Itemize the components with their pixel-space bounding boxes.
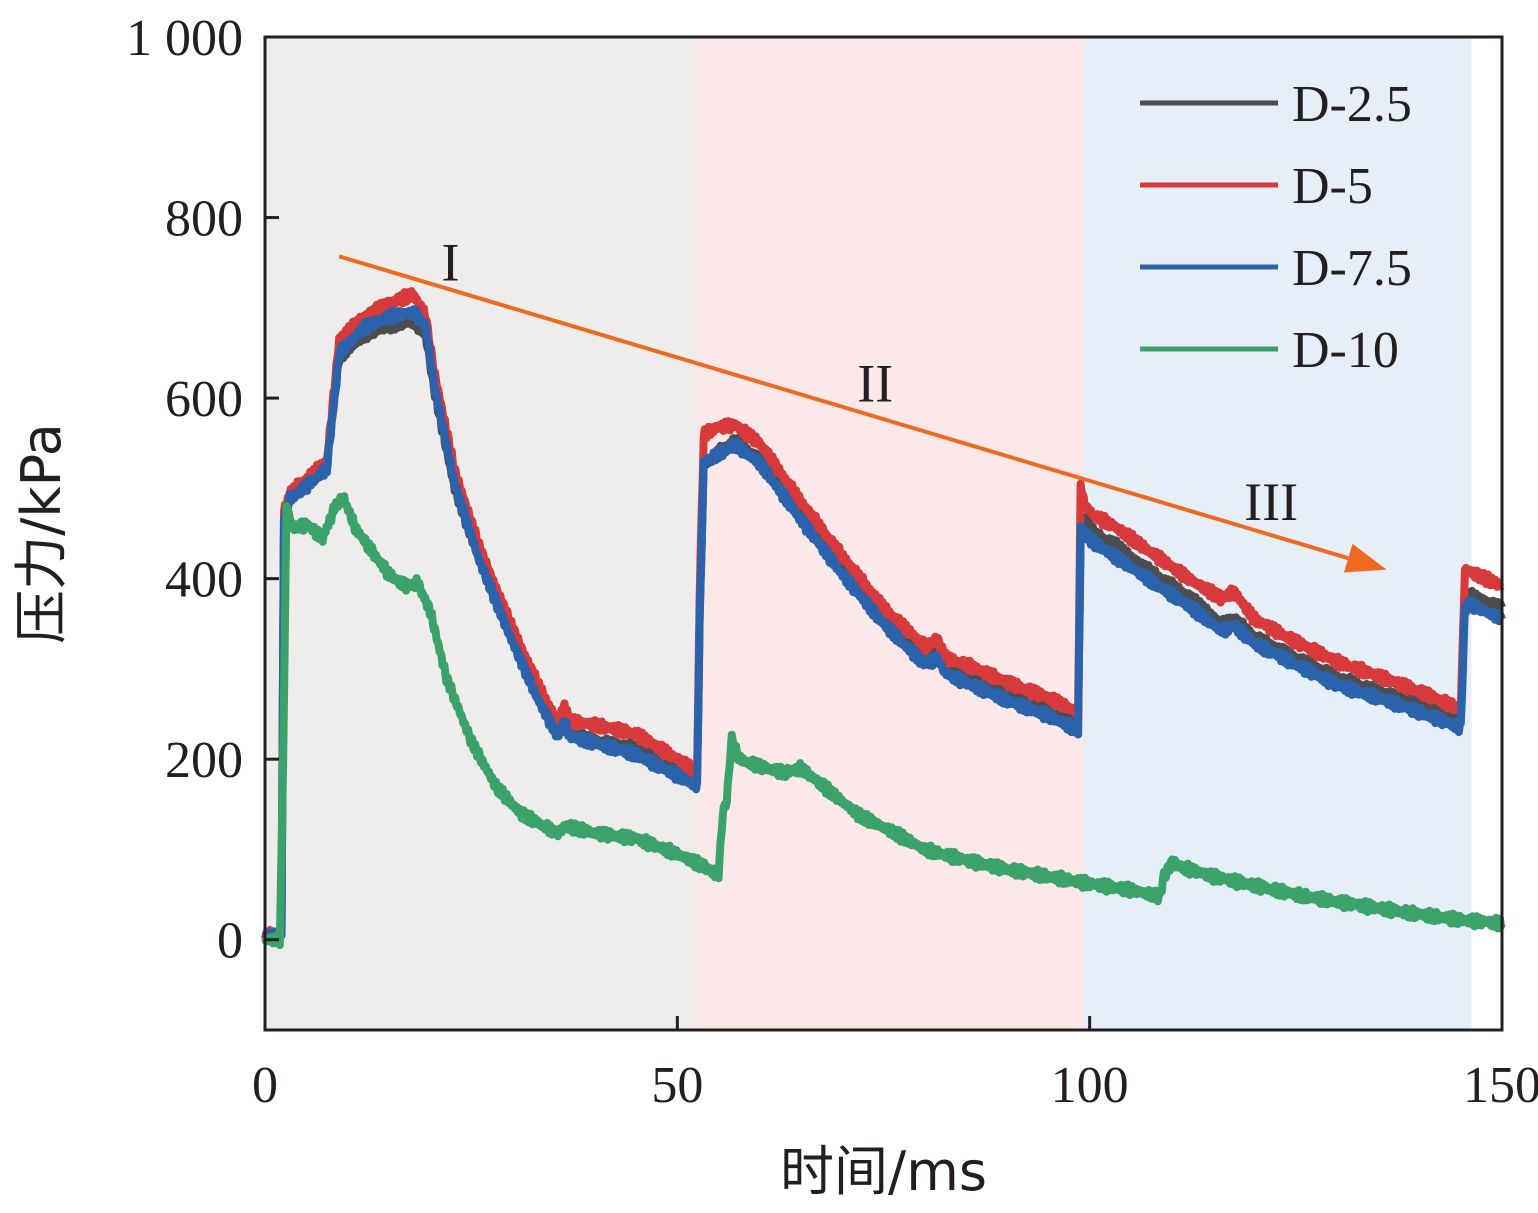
legend-label-d-2-5: D-2.5 [1292,76,1412,133]
plot-frame [263,35,1504,1032]
trend-arrow-head [1343,543,1387,573]
region-label-1: I [442,233,460,293]
region-3-background [1083,37,1472,1030]
y-tick-label: 800 [165,191,243,248]
series-line-d-10 [261,492,1506,950]
x-tick-label: 150 [1463,1057,1538,1114]
y-tick-label: 200 [165,732,243,789]
y-axis-ticks: 0 200 400 600 800 1 000 [126,10,279,970]
legend: D-2.5 D-5 D-7.5 D-10 [1140,76,1412,379]
x-tick-label: 50 [651,1057,703,1114]
series-line-d-7-5 [262,305,1506,944]
x-tick-label: 0 [252,1057,278,1114]
x-axis-title: 时间/ms [780,1140,987,1203]
y-tick-label: 1 000 [126,10,243,67]
y-tick-label: 0 [217,913,243,970]
trend-arrow-line [338,254,1349,561]
region-1-background [265,37,698,1030]
legend-label-d-7-5: D-7.5 [1292,240,1412,297]
x-axis-ticks: 0 50 100 150 [252,1016,1538,1114]
y-axis-title: 压力/kPa [10,423,73,644]
region-label-3: III [1244,472,1298,532]
x-tick-label: 100 [1051,1057,1129,1114]
region-label-2: II [857,354,893,414]
region-2-background [697,37,1084,1030]
series-lines [261,287,1506,950]
y-tick-label: 600 [165,371,243,428]
legend-label-d-10: D-10 [1292,322,1399,379]
legend-label-d-5: D-5 [1292,158,1373,215]
y-tick-label: 400 [165,552,243,609]
region-backgrounds [265,37,1472,1030]
